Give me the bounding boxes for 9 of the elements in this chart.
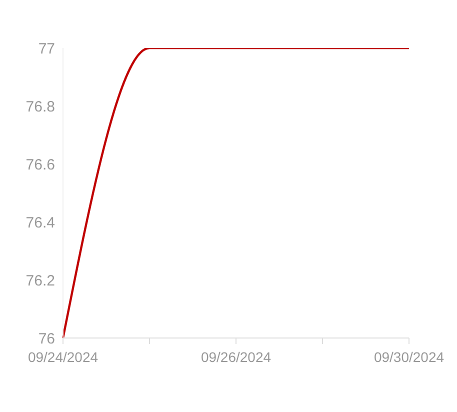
- x-tick-label: 09/26/2024: [200, 348, 272, 365]
- y-tick-label: 76.6: [26, 156, 55, 174]
- y-tick-label: 76: [38, 330, 55, 348]
- y-tick-label: 76.8: [26, 98, 55, 116]
- y-tick-label: 76.2: [26, 272, 55, 290]
- x-tick-label: 09/30/2024: [374, 348, 444, 365]
- x-tick-label: 09/24/2024: [28, 348, 98, 365]
- y-tick-label: 77: [38, 40, 55, 58]
- y-tick-label: 76.4: [26, 214, 55, 232]
